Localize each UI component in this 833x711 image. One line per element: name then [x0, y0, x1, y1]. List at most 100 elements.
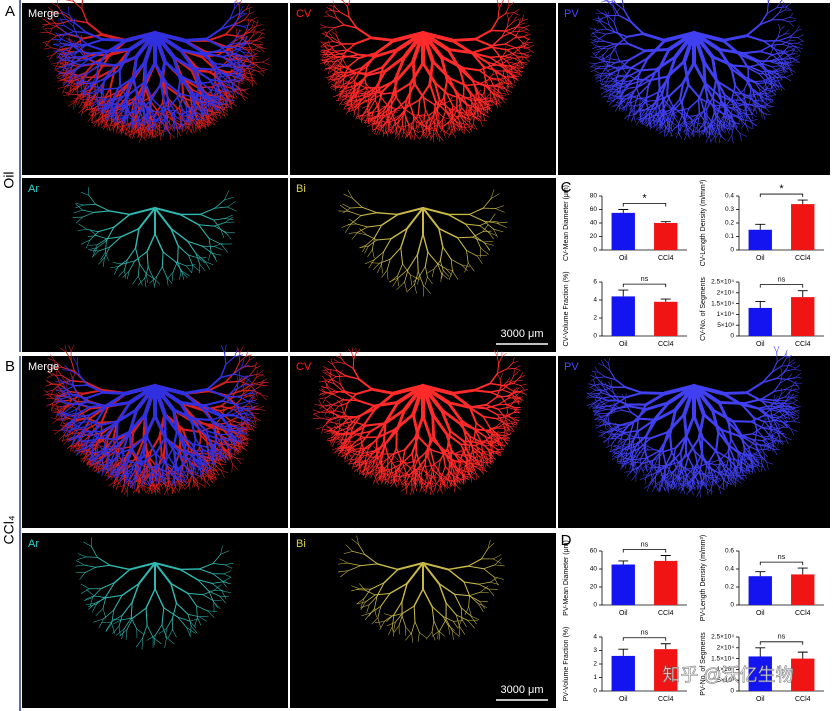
vessel — [171, 487, 176, 494]
vessel — [392, 121, 400, 128]
vessel — [723, 105, 732, 115]
vessel — [248, 7, 251, 15]
vessel — [60, 38, 73, 45]
vessel — [161, 266, 168, 278]
vessel — [614, 2, 625, 11]
vessel — [766, 7, 778, 14]
vessel — [185, 265, 193, 274]
vessel — [348, 210, 362, 216]
vessel — [104, 103, 108, 112]
vessel — [373, 263, 380, 270]
vessel — [243, 65, 253, 70]
vessel — [760, 71, 770, 80]
vessel — [180, 75, 198, 85]
vessel — [82, 212, 95, 218]
vessel — [347, 0, 351, 8]
vessel — [209, 88, 219, 93]
vessel — [504, 37, 516, 45]
vessel — [449, 96, 454, 102]
vessel — [225, 98, 236, 102]
vessel — [240, 435, 245, 441]
vessel — [672, 113, 674, 120]
vessel — [767, 95, 774, 102]
vessel — [154, 486, 156, 493]
vessel — [391, 31, 425, 43]
vessel — [231, 444, 237, 450]
vessel — [443, 117, 446, 123]
vessel — [740, 100, 746, 106]
vessel — [345, 80, 350, 89]
vessel — [482, 230, 492, 232]
vessel — [198, 224, 210, 239]
vessel — [176, 96, 184, 112]
vessel — [490, 101, 497, 104]
vessel — [214, 106, 216, 116]
vessel — [596, 8, 602, 14]
vessel — [256, 43, 264, 45]
vessel — [328, 4, 335, 7]
vessel — [140, 123, 148, 126]
vessel — [484, 104, 492, 108]
vessel — [210, 109, 213, 117]
vessel — [473, 106, 478, 112]
vessel — [699, 98, 715, 106]
vessel — [329, 68, 337, 73]
vessel — [236, 346, 241, 354]
vessel — [725, 103, 735, 107]
vessel — [165, 126, 173, 129]
vessel — [341, 93, 348, 98]
vessel — [619, 78, 624, 91]
vessel — [46, 54, 54, 57]
vessel — [238, 446, 245, 450]
vessel — [159, 483, 164, 490]
vessel — [208, 477, 216, 480]
vessel — [493, 82, 502, 86]
vessel — [731, 125, 735, 136]
vessel — [248, 69, 255, 74]
vessel — [376, 113, 379, 120]
vessel — [465, 104, 470, 113]
vessel — [251, 19, 258, 24]
vessel — [395, 59, 415, 82]
vessel — [663, 109, 666, 118]
vessel — [337, 74, 345, 80]
vessel — [139, 263, 147, 274]
vessel — [107, 108, 113, 116]
vessel — [218, 112, 222, 119]
vessel — [220, 228, 225, 239]
vessel — [167, 488, 169, 496]
vessel — [234, 89, 244, 92]
vessel — [61, 77, 69, 81]
vessel — [440, 273, 442, 283]
vessel — [62, 51, 71, 54]
vessel — [785, 77, 792, 82]
vessel — [88, 64, 100, 73]
vessel — [381, 48, 400, 69]
vessel — [496, 86, 504, 89]
vessel — [170, 120, 175, 129]
vessel — [180, 119, 185, 129]
vessel — [52, 44, 63, 47]
vessel — [382, 119, 391, 126]
vessel — [713, 129, 719, 135]
vessel — [773, 77, 780, 79]
vessel — [244, 27, 253, 35]
vessel — [377, 110, 380, 120]
vessel — [393, 108, 398, 114]
vessel — [596, 36, 605, 42]
vessel — [442, 270, 450, 277]
vessel — [212, 114, 218, 120]
vessel — [595, 74, 602, 77]
vessel — [763, 40, 776, 50]
vessel — [501, 26, 508, 38]
vessel — [322, 43, 328, 47]
vessel — [73, 75, 81, 81]
vessel — [758, 92, 763, 101]
vessel — [333, 68, 340, 75]
vessel — [238, 37, 245, 44]
vessel — [468, 125, 476, 129]
vessel — [758, 106, 765, 109]
vessel — [711, 129, 714, 137]
vessel — [214, 458, 222, 462]
vessel — [508, 1, 514, 7]
